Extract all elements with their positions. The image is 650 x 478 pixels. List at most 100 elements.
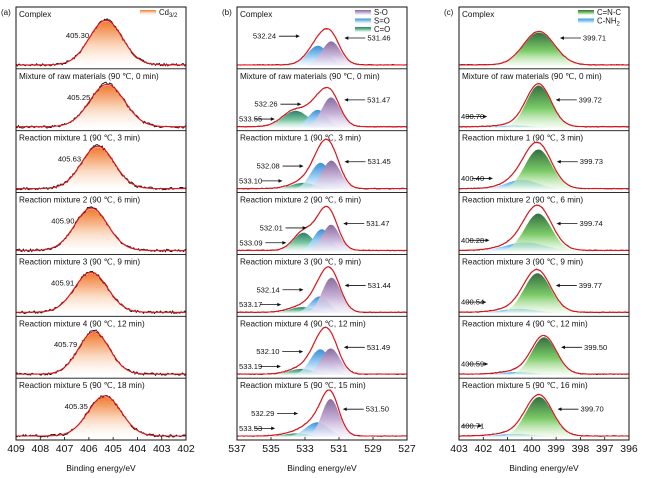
- peak-value-label: 399.72: [579, 95, 602, 104]
- envelope-fit-line: [459, 394, 629, 437]
- envelope-fit-line: [237, 326, 407, 375]
- arrow-head-icon: [556, 159, 561, 164]
- envelope-fit-line: [237, 389, 407, 437]
- peak-value-label: 532.08: [257, 162, 280, 171]
- arrow-head-icon: [299, 164, 304, 168]
- spectrum-row: Reaction mixture 5 (90 ℃, 15 min) 531.50 5…: [236, 377, 408, 437]
- legend-swatch: [355, 27, 371, 32]
- x-tick-label: 403: [153, 443, 171, 455]
- component-peak-c-n-c: [487, 32, 590, 66]
- x-tick-label: 396: [620, 443, 638, 455]
- component-peak-cd3-2: [49, 85, 165, 128]
- component-peak-s-o: [300, 41, 363, 66]
- legend-swatch: [140, 10, 156, 15]
- component-peak-s-o: [302, 224, 360, 252]
- arrow-head-icon: [276, 364, 281, 369]
- spectrum-row: Reaction mixture 4 (90 ℃, 12 min)399.504…: [459, 315, 630, 376]
- x-tick-label: 537: [228, 443, 246, 455]
- arrow-head-icon: [282, 240, 287, 245]
- spectrum-row: Complex 531.46 532.24: [236, 10, 408, 66]
- legend-label: S-O: [374, 8, 388, 17]
- x-tick-label: 531: [330, 443, 348, 455]
- component-peak-c-n-c: [497, 85, 580, 128]
- envelope-fit-line: [16, 271, 186, 313]
- envelope-fit-line: [459, 334, 629, 375]
- component-peak-cd3-2: [36, 209, 146, 252]
- x-tick-label: 408: [32, 443, 50, 455]
- row-label: Reaction mixture 3 (90 ℃, 9 min): [462, 257, 583, 266]
- row-label: Complex: [240, 10, 272, 19]
- x-tick-label: 409: [7, 443, 25, 455]
- x-tick-label: 398: [572, 443, 590, 455]
- spectrum-row: Reaction mixture 2 (90 ℃, 6 min) 531.47 53…: [237, 192, 408, 252]
- peak-value-label: 532.26: [254, 100, 277, 109]
- row-label: Reaction mixture 4 (90 ℃, 12 min): [240, 319, 366, 328]
- x-tick-label: 397: [596, 443, 614, 455]
- x-axis-label: Binding energy/eV: [287, 463, 357, 473]
- legend-swatch: [355, 18, 371, 24]
- component-peak-s-o: [300, 160, 363, 190]
- arrow-head-icon: [343, 221, 348, 226]
- peak-value-label: 405.90: [51, 217, 74, 226]
- envelope-fit-line: [459, 204, 629, 251]
- spectrum-row: Mixture of raw materials (90 ℃, 0 min) 40…: [15, 68, 187, 129]
- arrow-head-icon: [295, 34, 300, 38]
- legend-swatch: [355, 10, 371, 15]
- peak-value-label: 405.63: [58, 155, 81, 164]
- legend-swatch: [578, 10, 594, 15]
- peak-value-label: 531.45: [368, 157, 391, 166]
- row-label: Reaction mixture 1 (90 ℃, 3 min): [19, 134, 140, 143]
- spectrum-row: Reaction mixture 3 (90 ℃, 9 min) 531.44 53…: [236, 253, 408, 314]
- row-label: Mixture of raw materials (90 ℃, 0 min): [462, 72, 602, 81]
- component-peak-cd3-2: [43, 147, 153, 190]
- spectrum-row: Reaction mixture 3 (90 ℃, 9 min) 405.91: [15, 253, 187, 315]
- peak-value-label: 533.53: [239, 424, 262, 433]
- envelope-fit-line: [237, 138, 407, 190]
- envelope-fit-line: [459, 141, 629, 190]
- envelope-fit-line: [16, 207, 186, 251]
- peak-value-label: 399.77: [579, 281, 602, 290]
- peak-value-label: 399.50: [584, 343, 607, 352]
- x-tick-label: 535: [262, 443, 280, 455]
- peak-value-label: 533.17: [239, 300, 262, 309]
- row-label: Reaction mixture 2 (90 ℃, 6 min): [19, 196, 140, 205]
- peak-value-label: 532.01: [260, 223, 283, 232]
- spectrum-row: Reaction mixture 5 (90 ℃, 18 min) 405.35: [15, 377, 187, 438]
- peak-value-label: 532.10: [256, 347, 279, 356]
- component-peak-c-n-c: [494, 149, 583, 190]
- envelope-fit-line: [16, 145, 186, 190]
- row-label: Reaction mixture 5 (90 ℃, 15 min): [240, 381, 366, 390]
- peak-value-label: 531.47: [366, 219, 389, 228]
- arrow-head-icon: [488, 176, 493, 181]
- x-axis-label: Binding energy/eV: [509, 463, 579, 473]
- peak-value-label: 399.73: [580, 157, 603, 166]
- legend: C=N-CC-NH2: [578, 8, 621, 28]
- arrow-head-icon: [270, 117, 275, 121]
- arrow-head-icon: [556, 221, 561, 226]
- envelope-fit-line: [459, 30, 629, 66]
- legend: Cd3/2: [140, 8, 178, 19]
- peak-value-label: 531.47: [367, 95, 390, 104]
- x-tick-label: 402: [475, 443, 493, 455]
- component-peak-s-o: [301, 399, 360, 437]
- x-tick-label: 533: [296, 443, 314, 455]
- envelope-fit-line: [237, 205, 407, 251]
- spectrum-row: Mixture of raw materials (90 ℃, 0 min) 39…: [458, 68, 630, 128]
- row-label: Complex: [19, 10, 51, 19]
- raw-data-line: [15, 394, 187, 438]
- peak-value-label: 399.71: [583, 34, 606, 43]
- legend: S-OS=OC=O: [355, 8, 390, 34]
- row-label: Reaction mixture 3 (90 ℃, 9 min): [240, 257, 361, 266]
- x-tick-label: 399: [547, 443, 565, 455]
- row-label: Reaction mixture 3 (90 ℃, 9 min): [19, 257, 140, 266]
- plot-frame: [15, 6, 187, 441]
- arrow-head-icon: [294, 411, 299, 416]
- envelope-fit-line: [16, 19, 186, 66]
- component-peak-cd3-2: [36, 273, 146, 314]
- arrow-head-icon: [344, 159, 349, 164]
- x-tick-label: 400: [523, 443, 541, 455]
- arrow-head-icon: [561, 345, 566, 350]
- arrow-head-icon: [344, 283, 349, 288]
- component-peak-c-n-c: [494, 213, 583, 252]
- spectrum-row: Reaction mixture 1 (90 ℃, 3 min) 405.63: [15, 130, 187, 191]
